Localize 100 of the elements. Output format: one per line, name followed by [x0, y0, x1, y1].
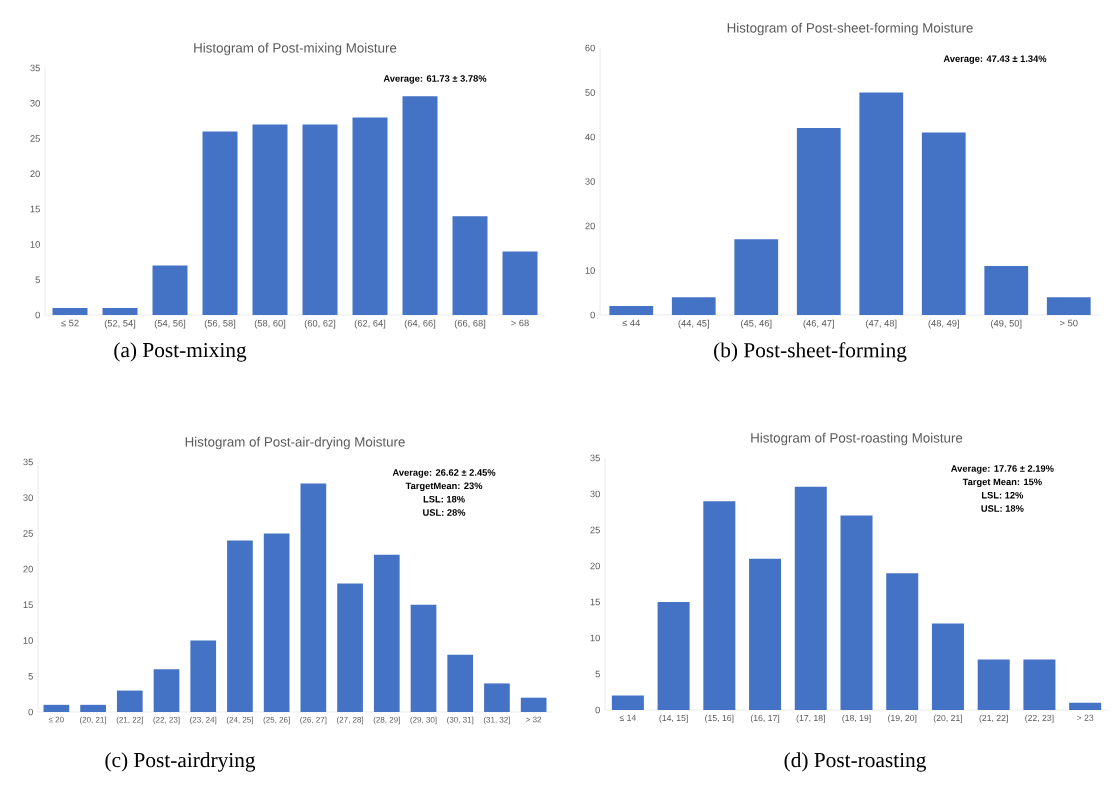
bar: [734, 239, 779, 315]
y-tick-label: 10: [30, 241, 40, 248]
x-tick-label: (16, 17]: [750, 714, 780, 723]
annotation: Average: 17.76 ± 2.19%: [951, 465, 1054, 474]
y-tick-label: 30: [30, 99, 40, 107]
bar: [609, 306, 654, 315]
x-tick-label: (20, 21]: [933, 714, 963, 723]
y-tick-label: 60: [585, 44, 595, 52]
x-tick-label: > 23: [1077, 714, 1094, 721]
bar: [352, 117, 388, 315]
y-tick-label: 5: [595, 670, 600, 678]
x-tick-label: (52, 54]: [104, 319, 136, 329]
x-tick-label: (64, 66]: [404, 319, 436, 329]
y-tick-label: 30: [590, 490, 600, 498]
x-tick-label: (62, 64]: [354, 319, 386, 329]
y-tick-label: 40: [585, 133, 595, 141]
y-tick-label: 10: [23, 637, 33, 644]
bar: [1069, 702, 1102, 710]
bar: [263, 533, 290, 712]
x-tick-label: ≤ 52: [61, 319, 79, 327]
y-tick-label: 25: [590, 526, 600, 534]
annotation: Average: 47.43 ± 1.34%: [943, 55, 1047, 64]
chart-title: Histogram of Post-roasting Moisture: [751, 432, 963, 446]
bar: [977, 659, 1010, 710]
bar: [484, 683, 510, 712]
bar: [80, 704, 106, 712]
bar: [859, 92, 904, 315]
y-tick-label: 15: [30, 205, 40, 213]
x-tick-label: (45, 46]: [741, 319, 772, 329]
x-tick-label: (18, 19]: [842, 714, 871, 723]
bar: [152, 265, 188, 315]
x-tick-label: (21, 22]: [116, 716, 143, 725]
annotation: Average: 26.62 ± 2.45%: [392, 469, 496, 478]
y-tick-label: 15: [23, 601, 33, 609]
chart-title: Histogram of Post-mixing Moisture: [194, 42, 397, 56]
bar: [886, 573, 919, 710]
bar: [202, 131, 238, 315]
annotation: USL: 18%: [981, 505, 1024, 512]
bar: [921, 132, 966, 315]
x-tick-label: ≤ 44: [622, 319, 641, 327]
y-tick-label: 20: [585, 222, 595, 230]
x-tick-label: ≤ 20: [48, 716, 64, 723]
x-tick-label: (17, 18]: [796, 714, 825, 723]
y-tick-label: 20: [23, 565, 33, 573]
bar: [300, 483, 327, 712]
y-tick-label: 20: [30, 170, 40, 178]
bar: [1046, 297, 1091, 315]
x-tick-label: (58, 60]: [254, 319, 286, 329]
bar: [794, 486, 827, 710]
x-tick-label: (44, 45]: [678, 319, 709, 329]
text: (a) Post-mixing: [114, 342, 247, 362]
bar: [102, 307, 138, 315]
x-tick-label: ≤ 14: [619, 714, 637, 721]
text: (d) Post-roasting: [784, 752, 927, 772]
bar: [337, 583, 363, 712]
x-tick-label: > 68: [511, 319, 529, 327]
bar: [657, 601, 690, 710]
x-tick-label: (28, 29]: [373, 716, 400, 725]
chart-title: Histogram of Post-sheet-forming Moisture: [727, 22, 973, 36]
bar: [252, 124, 288, 315]
bar: [190, 640, 217, 712]
x-tick-label: (48, 49]: [928, 319, 959, 329]
bar: [931, 623, 964, 710]
y-tick-label: 50: [585, 89, 595, 96]
y-tick-label: 0: [590, 311, 595, 319]
x-tick-label: (54, 56]: [154, 319, 186, 329]
x-tick-label: (24, 25]: [226, 716, 253, 725]
annotation: LSL: 12%: [982, 491, 1024, 499]
x-tick-label: > 50: [1060, 319, 1078, 327]
bar: [373, 554, 400, 712]
x-tick-label: (46, 47]: [803, 319, 834, 329]
bar: [520, 697, 547, 712]
x-tick-label: (25, 26]: [263, 716, 290, 725]
y-tick-label: 30: [23, 494, 33, 501]
bar: [153, 669, 180, 712]
bar: [402, 96, 438, 315]
x-tick-label: (15, 16]: [705, 714, 734, 723]
y-tick-label: 10: [585, 267, 595, 274]
y-tick-label: 10: [590, 634, 600, 642]
y-tick-label: 5: [35, 276, 40, 283]
bar: [502, 251, 538, 315]
bar: [227, 540, 253, 712]
y-tick-label: 0: [35, 311, 40, 319]
y-tick-label: 35: [23, 458, 33, 466]
bar: [302, 124, 338, 315]
x-tick-label: (60, 62]: [304, 319, 336, 329]
x-tick-label: (27, 28]: [337, 716, 364, 725]
text: (b) Post-sheet-forming: [714, 342, 907, 362]
annotation: Average: 61.73 ± 3.78%: [383, 75, 487, 84]
x-tick-label: > 32: [526, 716, 542, 723]
y-tick-label: 25: [23, 530, 33, 537]
y-tick-label: 25: [30, 135, 40, 142]
x-tick-label: (19, 20]: [888, 714, 917, 723]
bar: [611, 695, 644, 710]
x-tick-label: (66, 68]: [454, 319, 486, 329]
y-tick-label: 30: [585, 178, 595, 185]
bar: [52, 307, 88, 315]
y-tick-label: 15: [590, 598, 600, 606]
y-tick-label: 5: [28, 673, 33, 680]
annotation: LSL: 18%: [423, 495, 465, 503]
